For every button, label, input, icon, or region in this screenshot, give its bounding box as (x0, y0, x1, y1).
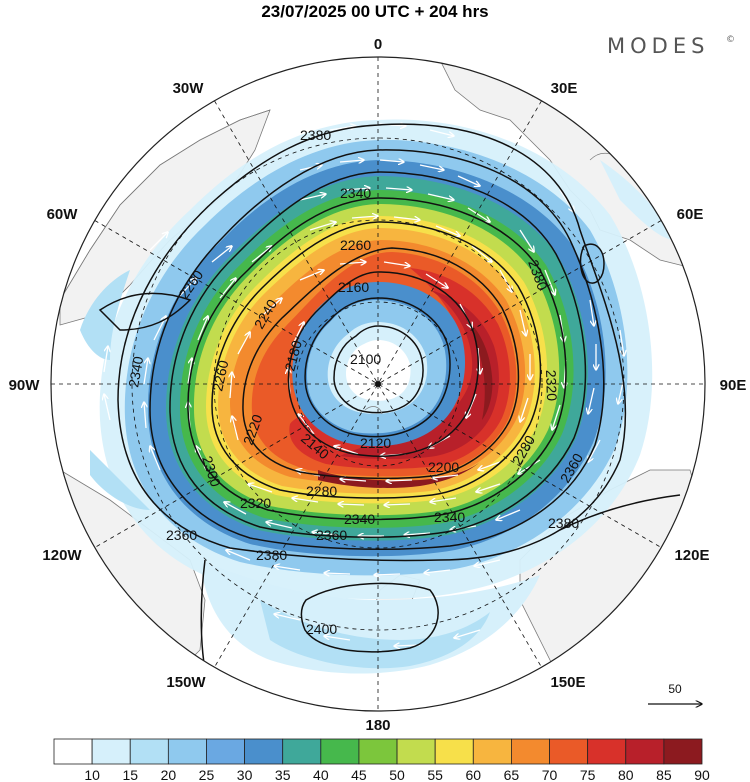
colorbar-tick-label: 85 (656, 767, 672, 782)
colorbar-tick-label: 15 (122, 767, 138, 782)
meridian-label: 90W (9, 377, 41, 394)
colorbar-tick-label: 45 (351, 767, 367, 782)
contour-label: 2380 (256, 547, 287, 563)
wind-speed-shading (80, 119, 675, 674)
contour-label: 2260 (340, 237, 371, 253)
colorbar-tick-label: 80 (618, 767, 634, 782)
colorbar-swatch (663, 738, 703, 765)
north-pole-marker (375, 381, 381, 387)
brand-text: MODES (607, 34, 709, 58)
meridian-labels: 0 30E 60E 90E 120E 150E 180 150W 120W 90… (9, 36, 747, 734)
contour-label: 2400 (306, 621, 337, 637)
meridian-label: 120E (674, 547, 709, 564)
wind-vectors (104, 124, 624, 651)
map-border (50, 56, 706, 712)
contour-label: 2200 (428, 459, 459, 475)
contour-label: 2120 (360, 435, 391, 451)
meridian-label: 150W (166, 674, 206, 691)
colorbar-swatch (587, 738, 627, 765)
colorbar-tick-label: 25 (199, 767, 215, 782)
colorbar-swatch (358, 738, 398, 765)
meridian-label: 90E (720, 377, 747, 394)
meridian-label: 30W (173, 80, 205, 97)
colorbar-swatch (434, 738, 474, 765)
colorbar-swatch (511, 738, 550, 765)
meridian-label: 150E (550, 674, 585, 691)
meridian-label: 180 (365, 717, 390, 734)
reference-vector-label: 50 (668, 682, 682, 696)
contour-label: 2320 (543, 370, 560, 402)
colorbar-tick-label: 75 (580, 767, 596, 782)
colorbar-swatch (396, 738, 436, 765)
meridian-label: 60E (677, 206, 704, 223)
colorbar-swatch (91, 738, 131, 765)
height-contours (98, 123, 681, 671)
colorbar-tick-label: 60 (466, 767, 482, 782)
map-disk (51, 57, 705, 711)
colorbar-swatch (282, 738, 322, 765)
contour-label: 2340 (344, 511, 375, 527)
contour-label: 2160 (338, 279, 369, 295)
colorbar-tick-label: 30 (237, 767, 253, 782)
colorbar-tick-label: 10 (84, 767, 100, 782)
colorbar-swatch (244, 738, 284, 765)
colorbar-swatch (625, 738, 665, 765)
contour-label: 2340 (434, 509, 465, 525)
colorbar: 10 15 20 25 30 35 40 45 50 55 60 65 70 75 80 85 90 (53, 738, 710, 782)
meridian-label: 120W (42, 547, 82, 564)
modes-logo: MODES © (607, 34, 735, 58)
contour-label: 2320 (240, 495, 271, 511)
map-title: 23/07/2025 00 UTC + 204 hrs (261, 2, 488, 21)
colorbar-tick-label: 70 (542, 767, 558, 782)
meridian-label: 60W (47, 206, 79, 223)
meridian-label: 0 (374, 36, 382, 53)
colorbar-tick-label: 55 (427, 767, 443, 782)
colorbar-swatch (167, 738, 207, 765)
contour-label: 2380 (548, 515, 579, 531)
colorbar-swatch (206, 738, 245, 765)
contour-label: 2380 (300, 127, 331, 143)
contour-label: 2340 (340, 185, 371, 201)
brand-mark: © (726, 35, 735, 45)
colorbar-tick-label: 40 (313, 767, 329, 782)
colorbar-swatch (320, 738, 360, 765)
meridian-label: 30E (551, 80, 578, 97)
contour-label: 2340 (125, 355, 146, 389)
colorbar-swatch (472, 738, 512, 765)
colorbar-tick-label: 50 (389, 767, 405, 782)
contour-label: 2360 (166, 527, 197, 543)
colorbar-tick-label: 90 (694, 767, 710, 782)
colorbar-swatch (129, 738, 169, 765)
colorbar-swatch (53, 738, 93, 765)
graticule (51, 57, 705, 711)
contour-label: 2360 (316, 527, 347, 543)
contour-label: 2280 (306, 483, 337, 499)
colorbar-tick-label: 65 (504, 767, 520, 782)
colorbar-tick-label: 20 (161, 767, 177, 782)
contour-label: 2100 (350, 351, 381, 367)
reference-vector: 50 (648, 682, 702, 704)
contour-label: 2180 (281, 338, 305, 372)
contour-label: 2260 (209, 359, 231, 393)
colorbar-swatch (549, 738, 589, 765)
colorbar-tick-label: 35 (275, 767, 291, 782)
